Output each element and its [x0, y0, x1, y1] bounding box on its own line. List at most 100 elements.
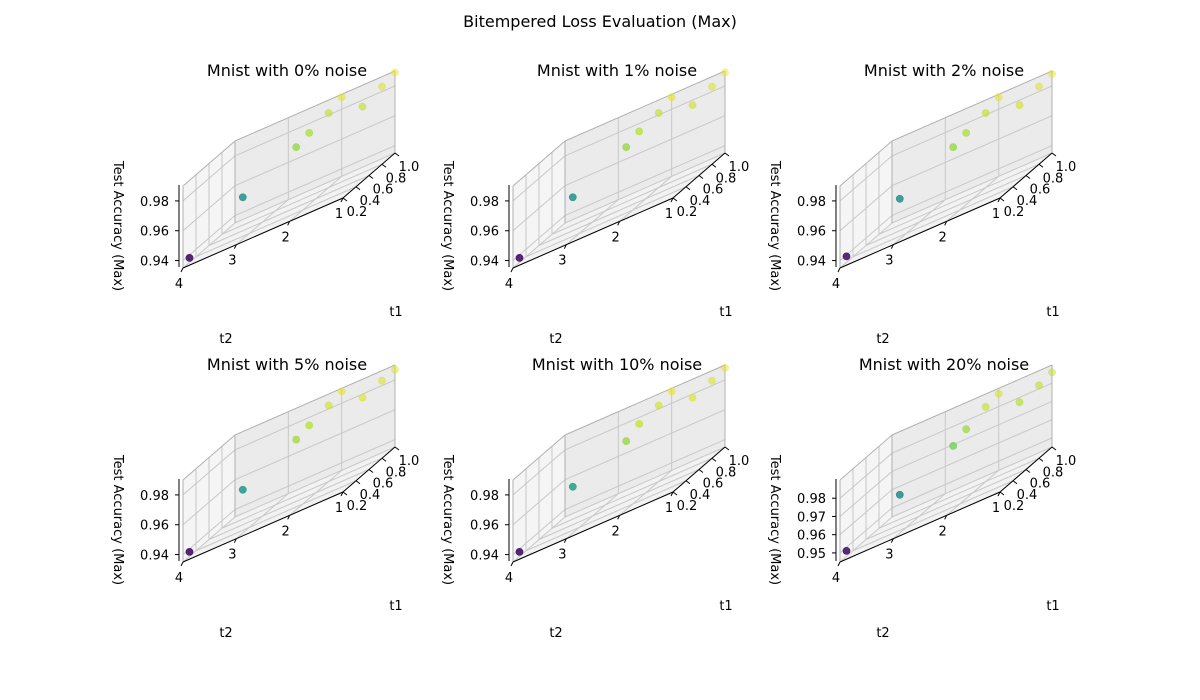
grid-z — [512, 479, 566, 526]
data-point — [962, 425, 971, 434]
grid-z-wall — [234, 145, 396, 217]
x-tick-label: 0.8 — [716, 171, 737, 186]
subplot-title: Mnist with 20% noise — [859, 355, 1029, 374]
z-axis-label: Test Accuracy (Max) — [440, 454, 455, 585]
y-tick — [837, 267, 841, 273]
pane-edge — [839, 434, 893, 481]
x-tick — [672, 491, 678, 496]
x-tick — [1012, 186, 1018, 191]
data-point — [721, 68, 729, 77]
subplot-3: 0.20.40.60.81.0 1 2 3 4 0.94 0.96 0.98 t1 t2 Test … — [767, 61, 1076, 347]
grid-z-wall — [564, 409, 726, 481]
grid-z — [512, 449, 566, 496]
x-tick — [1051, 152, 1057, 157]
x-axis-label: t1 — [1046, 599, 1059, 614]
grid-z-wall — [234, 115, 396, 187]
data-point — [654, 401, 663, 410]
grid-y — [566, 493, 619, 540]
y-tick — [287, 221, 291, 226]
grid-y — [839, 516, 893, 563]
grid-y — [289, 175, 342, 222]
grid-z — [512, 215, 566, 261]
grid-z-wall — [891, 85, 1053, 157]
x-tick — [711, 457, 717, 462]
z-tick-label: 0.96 — [797, 529, 826, 544]
grid-x — [538, 469, 700, 540]
y-tick-label: 1 — [335, 207, 343, 222]
subplot-2: 0.20.40.60.81.0 1 2 3 4 0.94 0.96 0.98 t1 t2 Test … — [440, 61, 749, 347]
grid-y — [619, 175, 672, 222]
grid-y — [566, 199, 619, 246]
y-axis-line — [182, 491, 344, 563]
grid-z-wall — [891, 400, 1053, 472]
y-tick — [997, 491, 1001, 497]
pane-edge — [891, 364, 1053, 436]
z-axis-label: Test Accuracy (Max) — [440, 160, 455, 291]
grid-z — [839, 185, 893, 232]
grid-z-wall — [234, 379, 396, 451]
x-axis-label: t1 — [719, 599, 732, 614]
z-tick-label: 0.94 — [470, 549, 499, 564]
x-axis-label: t1 — [389, 599, 402, 614]
data-point — [391, 365, 399, 374]
x-tick — [698, 469, 704, 473]
grid-z — [839, 452, 893, 499]
y-tick — [617, 515, 621, 520]
data-point — [324, 109, 333, 117]
data-point — [654, 109, 663, 117]
y-tick-label: 2 — [612, 524, 620, 539]
grid-z-wall — [891, 145, 1053, 217]
grid-x — [865, 469, 1027, 540]
figure-title: Bitempered Loss Evaluation (Max) — [463, 12, 737, 31]
y-tick-label: 2 — [282, 230, 290, 245]
pane-edge — [564, 364, 726, 436]
data-point — [635, 419, 644, 428]
grid-z-wall — [891, 437, 1053, 509]
z-tick-label: 0.96 — [470, 519, 499, 534]
x-tick-label: 1.0 — [399, 454, 420, 469]
grid-z-wall — [891, 419, 1053, 491]
grid-z — [839, 471, 893, 517]
y-tick-label: 2 — [282, 524, 290, 539]
y-tick-label: 1 — [992, 207, 1000, 222]
z-tick-label: 0.98 — [797, 195, 826, 210]
y-tick — [944, 515, 948, 520]
x-tick — [342, 491, 348, 496]
data-point — [1048, 368, 1056, 377]
y-tick-label: 3 — [228, 254, 236, 269]
grid-z — [512, 509, 566, 555]
grid-x — [208, 175, 370, 246]
y-tick — [510, 561, 514, 567]
z-tick-label: 0.96 — [140, 225, 169, 240]
z-tick-label: 0.96 — [140, 519, 169, 534]
data-point — [622, 143, 631, 151]
x-tick-label: 0.6 — [373, 183, 394, 198]
grid-x — [221, 457, 383, 529]
x-tick — [999, 197, 1005, 202]
y-tick-label: 4 — [175, 277, 183, 292]
pane-edge — [512, 140, 566, 187]
pane-edge — [234, 70, 396, 142]
y-tick — [670, 197, 674, 203]
subplot-title: Mnist with 1% noise — [537, 61, 697, 80]
data-point — [292, 435, 301, 444]
x-tick-label: 0.6 — [1030, 183, 1051, 198]
x-tick — [355, 480, 361, 485]
x-axis-label: t1 — [719, 305, 732, 320]
x-tick-label: 1.0 — [1056, 454, 1077, 469]
data-point — [994, 93, 1003, 102]
grid-y — [839, 222, 893, 269]
data-point — [895, 194, 904, 203]
back-pane-x — [892, 71, 1052, 223]
x-tick — [685, 186, 691, 191]
grid-x — [852, 480, 1014, 552]
data-point — [337, 93, 346, 102]
z-tick-label: 0.98 — [140, 195, 169, 210]
y-tick-label: 2 — [612, 230, 620, 245]
y-tick — [617, 221, 621, 226]
data-point — [708, 376, 716, 385]
grid-z — [839, 215, 893, 261]
data-point — [688, 393, 697, 402]
x-tick-label: 0.6 — [373, 477, 394, 492]
grid-z — [182, 479, 236, 526]
